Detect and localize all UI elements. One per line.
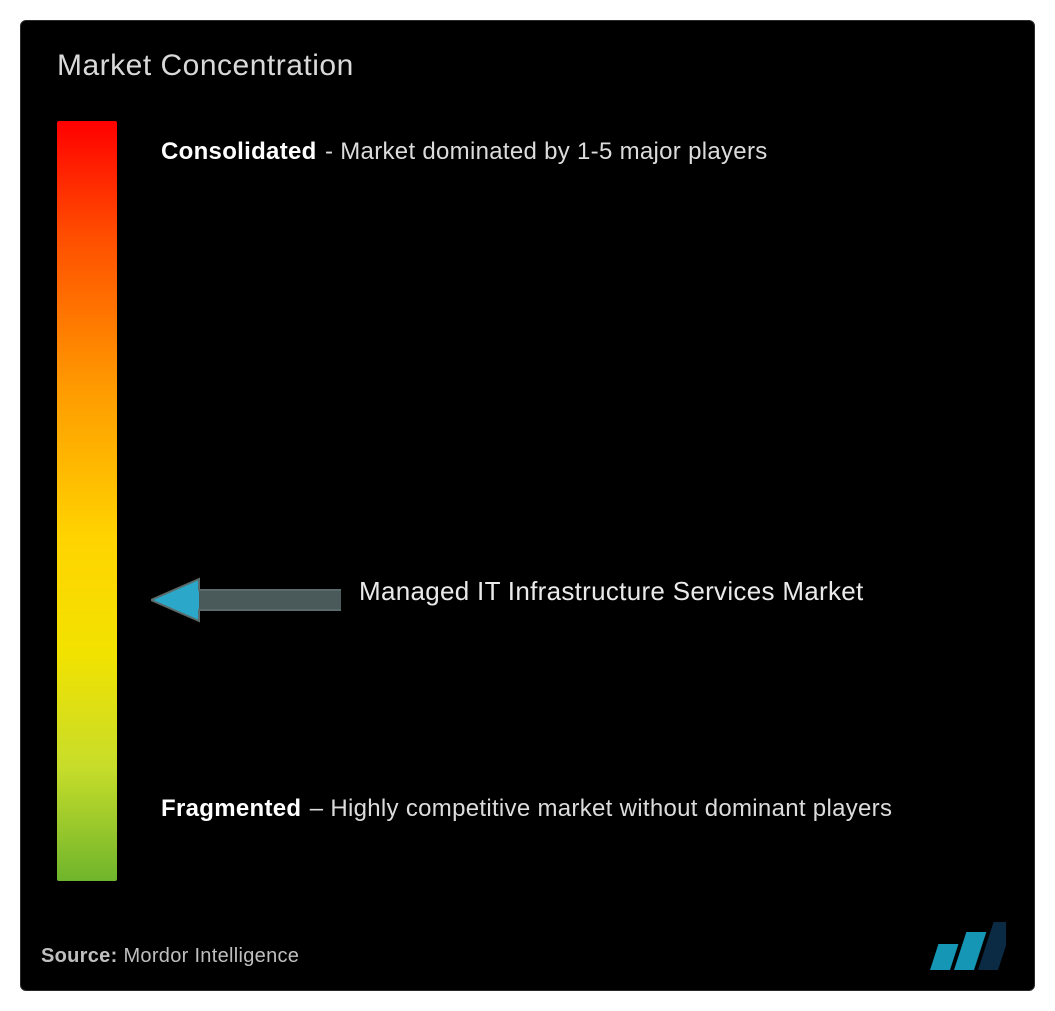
source-label: Source: <box>41 945 118 967</box>
arrow-left-icon <box>151 577 341 623</box>
scale-bottom-label-rest: – Highly competitive market without domi… <box>310 786 893 832</box>
scale-bottom-label-bold: Fragmented <box>161 786 301 832</box>
market-concentration-card: Market Concentration Consolidated - Mark… <box>20 20 1035 991</box>
card-title: Market Concentration <box>57 49 354 83</box>
scale-top-label: Consolidated - Market dominated by 1-5 m… <box>161 129 994 175</box>
market-position-label: Managed IT Infrastructure Services Marke… <box>359 563 864 613</box>
source-name: Mordor Intelligence <box>123 945 299 967</box>
scale-top-label-bold: Consolidated <box>161 129 317 175</box>
market-position-pointer: Managed IT Infrastructure Services Marke… <box>151 563 864 623</box>
mordor-intelligence-logo-icon <box>926 922 1006 970</box>
scale-top-label-rest: - Market dominated by 1-5 major players <box>325 129 768 175</box>
scale-bottom-label: Fragmented – Highly competitive market w… <box>161 786 994 832</box>
source-footer: Source: Mordor Intelligence <box>41 945 299 968</box>
concentration-gradient-scale <box>57 121 117 881</box>
